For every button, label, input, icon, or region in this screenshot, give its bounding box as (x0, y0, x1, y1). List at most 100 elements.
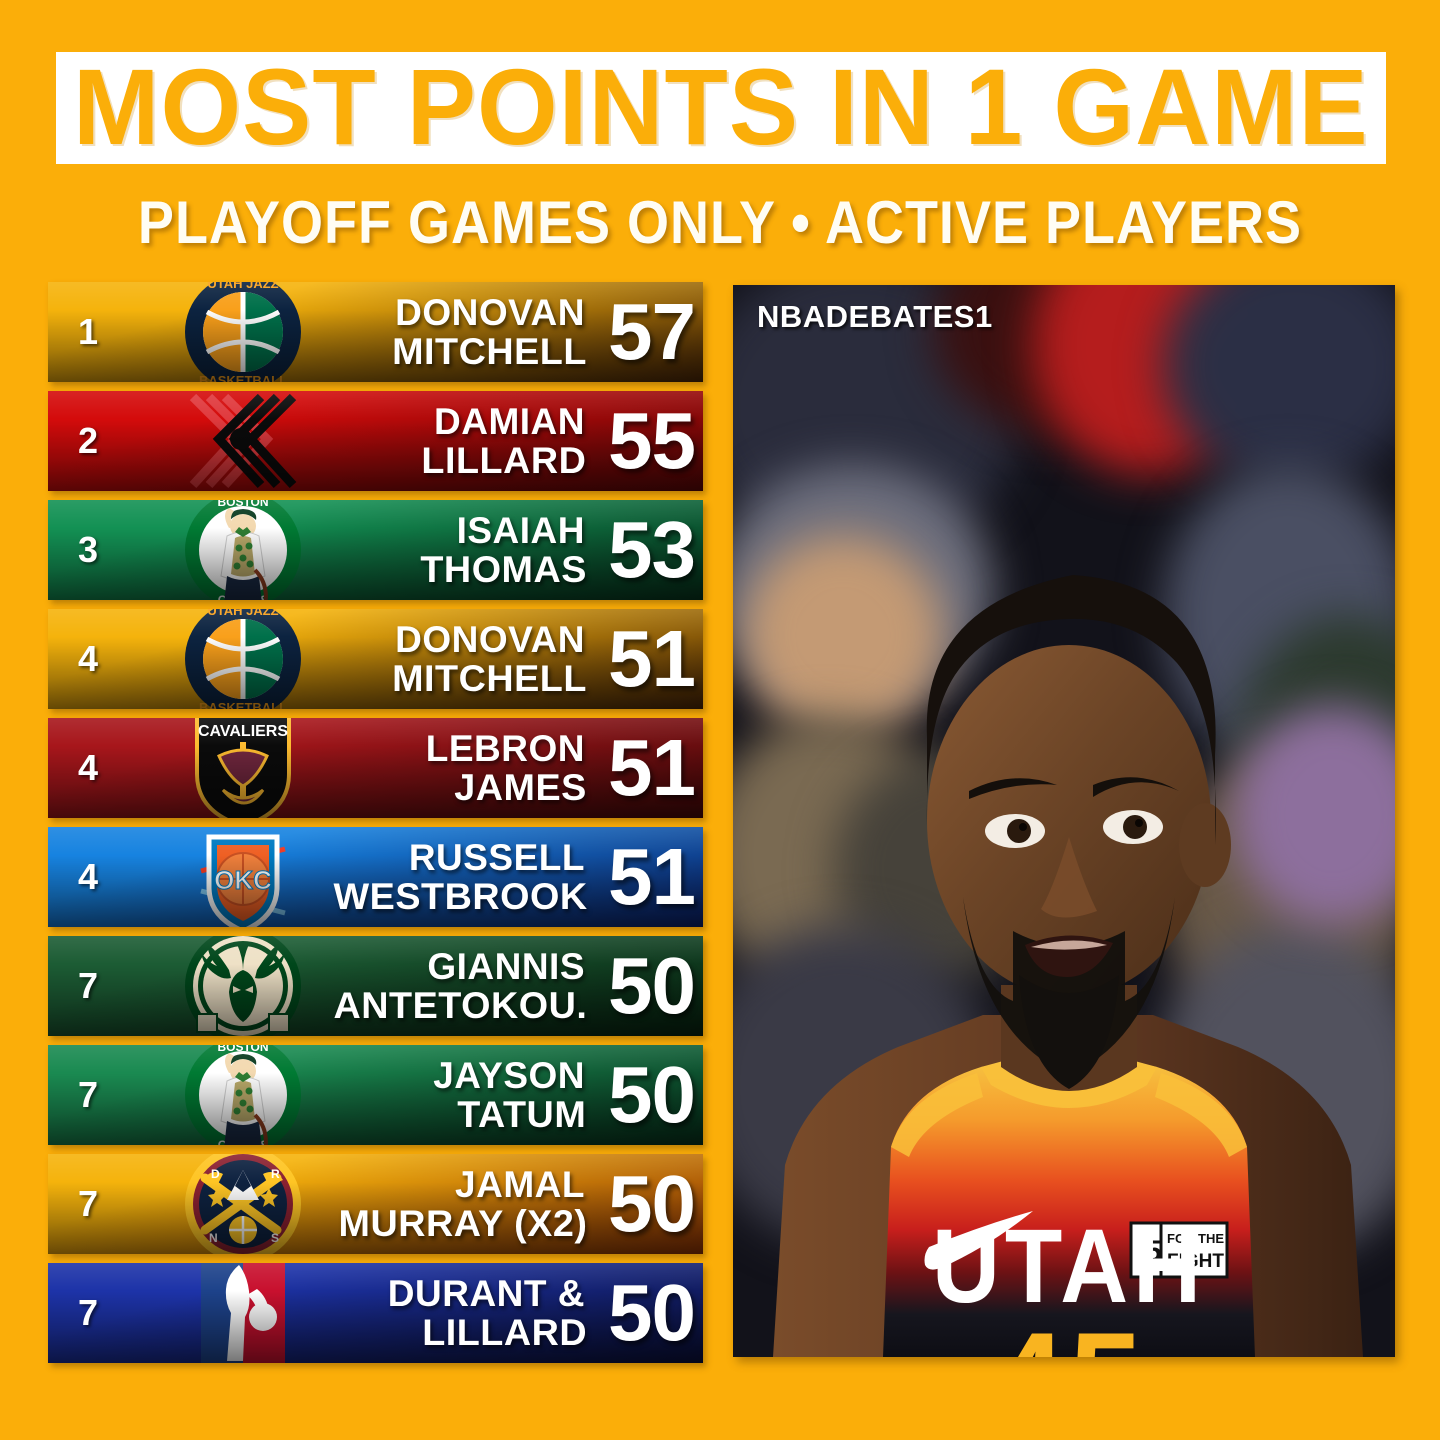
player-name: DONOVAN MITCHELL (392, 619, 587, 699)
points-value: 57 (608, 287, 696, 376)
rank-number: 4 (78, 747, 99, 788)
player-name-line2: MURRAY (X2) (338, 1203, 588, 1244)
svg-text:N: N (209, 1231, 218, 1245)
nba-logo (148, 1263, 338, 1363)
player-name-line1: DAMIAN (434, 401, 585, 442)
svg-text:5: 5 (1145, 1235, 1162, 1268)
rank-row[interactable]: 7 D R N S JAMAL MURRAY (X2) 50 (48, 1154, 703, 1254)
celtics-logo: BOSTON CELTICS (148, 500, 338, 600)
rank-row[interactable]: 7 DURANT & LILLARD 50 (48, 1263, 703, 1363)
celtics-logo: BOSTON CELTICS (148, 1045, 338, 1145)
row-shade (48, 500, 703, 600)
player-name-line2: MITCHELL (392, 658, 587, 699)
watermark-text: NBADEBATES1 (757, 299, 993, 334)
rank-number: 7 (78, 1074, 99, 1115)
page-subtitle: PLAYOFF GAMES ONLY • ACTIVE PLAYERS (137, 189, 1303, 257)
rank-row[interactable]: 2 DAMIAN LILLARD 55 (48, 391, 703, 491)
player-name: JAMAL MURRAY (X2) (338, 1164, 588, 1244)
rank-number: 7 (78, 965, 99, 1006)
player-name-line1: RUSSELL (408, 837, 585, 878)
svg-text:UTAH: UTAH (932, 1208, 1206, 1325)
row-shade (48, 391, 703, 491)
player-name: GIANNIS ANTETOKOU. (333, 946, 588, 1026)
points-value: 50 (608, 1159, 696, 1248)
points-value: 51 (608, 723, 696, 812)
row-shade (48, 718, 703, 818)
player-name: RUSSELL WESTBROOK (333, 837, 588, 917)
thunder-logo: OKC (148, 827, 338, 927)
svg-text:UTAH JAZZ: UTAH JAZZ (207, 609, 278, 618)
rank-number: 2 (78, 420, 99, 461)
jazz-logo: UTAH JAZZ BASKETBALL (148, 282, 338, 382)
svg-text:CAVALIERS: CAVALIERS (198, 723, 288, 740)
rank-number: 4 (78, 856, 99, 897)
player-name: DONOVAN MITCHELL (392, 292, 587, 372)
row-shade (48, 1263, 703, 1363)
points-value: 53 (608, 505, 696, 594)
svg-text:BASKETBALL: BASKETBALL (199, 373, 287, 382)
svg-text:UTAH JAZZ: UTAH JAZZ (207, 282, 278, 291)
player-name-line1: LEBRON (425, 728, 585, 769)
svg-text:FOR THE: FOR THE (1167, 1231, 1224, 1246)
player-name-line2: LILLARD (421, 1312, 587, 1353)
points-value: 50 (608, 1050, 696, 1139)
player-name-line2: JAMES (454, 767, 587, 808)
svg-text:BASKETBALL: BASKETBALL (199, 700, 287, 709)
player-photo: 5 FOR THE FIGHT UTAH 45 (733, 285, 1395, 1357)
player-name-line1: JAMAL (455, 1164, 585, 1205)
points-value: 51 (608, 614, 696, 703)
svg-text:BOSTON: BOSTON (217, 500, 268, 509)
player-name-line1: JAYSON (433, 1055, 585, 1096)
rank-number: 4 (78, 638, 99, 679)
row-shade (48, 1045, 703, 1145)
rank-row[interactable]: 1 UTAH JAZZ BASKETBALL DONOVAN MITCHELL 57 (48, 282, 703, 382)
points-value: 50 (608, 1268, 696, 1357)
player-name-line2: LILLARD (421, 440, 587, 481)
rank-number: 3 (78, 529, 99, 570)
svg-text:R: R (271, 1167, 280, 1181)
row-shade (48, 282, 703, 382)
player-name-line2: TATUM (457, 1094, 587, 1135)
player-name-line2: MITCHELL (392, 331, 587, 372)
blazers-logo (148, 391, 338, 491)
bucks-logo (148, 936, 338, 1036)
player-name-line2: ANTETOKOU. (333, 985, 588, 1026)
player-name: ISAIAH THOMAS (420, 510, 587, 590)
player-name-line1: DONOVAN (395, 292, 585, 333)
player-name: LEBRON JAMES (425, 728, 587, 808)
svg-text:45: 45 (992, 1303, 1147, 1357)
player-name-line2: THOMAS (420, 549, 587, 590)
points-value: 55 (608, 396, 696, 485)
player-name-line1: ISAIAH (456, 510, 585, 551)
rank-row[interactable]: 4 UTAH JAZZ BASKETBALL DONOVAN MITCHELL 51 (48, 609, 703, 709)
player-name-line2: WESTBROOK (333, 876, 588, 917)
player-name-line1: GIANNIS (427, 946, 585, 987)
svg-text:S: S (271, 1231, 279, 1245)
rank-row[interactable]: 7 GIANNIS ANTETOKOU. 50 (48, 936, 703, 1036)
rank-number: 7 (78, 1183, 99, 1224)
player-name: JAYSON TATUM (433, 1055, 587, 1135)
player-name: DAMIAN LILLARD (421, 401, 587, 481)
row-shade (48, 609, 703, 709)
player-figure: 5 FOR THE FIGHT UTAH 45 (773, 575, 1363, 1357)
cavaliers-logo: CAVALIERS (148, 718, 338, 818)
player-name-line1: DURANT & (387, 1273, 585, 1314)
rank-row[interactable]: 4 CAVALIERS LEBRON JAMES 51 (48, 718, 703, 818)
rank-row[interactable]: 4 OKC RUSSELL WESTBROOK 51 (48, 827, 703, 927)
ranking-list: 1 UTAH JAZZ BASKETBALL DONOVAN MITCHELL 57 2 (48, 282, 703, 1372)
rank-number: 1 (78, 311, 99, 352)
svg-text:D: D (211, 1167, 220, 1181)
svg-text:BOSTON: BOSTON (217, 1045, 268, 1054)
player-name-line1: DONOVAN (395, 619, 585, 660)
jazz-logo: UTAH JAZZ BASKETBALL (148, 609, 338, 709)
points-value: 51 (608, 832, 696, 921)
player-name: DURANT & LILLARD (387, 1273, 587, 1353)
nuggets-logo: D R N S (148, 1154, 338, 1254)
points-value: 50 (608, 941, 696, 1030)
title-band: MOST POINTS IN 1 GAME (56, 52, 1386, 164)
page-title: MOST POINTS IN 1 GAME (73, 47, 1369, 168)
svg-text:OKC: OKC (214, 865, 272, 895)
svg-text:FIGHT: FIGHT (1167, 1251, 1224, 1272)
